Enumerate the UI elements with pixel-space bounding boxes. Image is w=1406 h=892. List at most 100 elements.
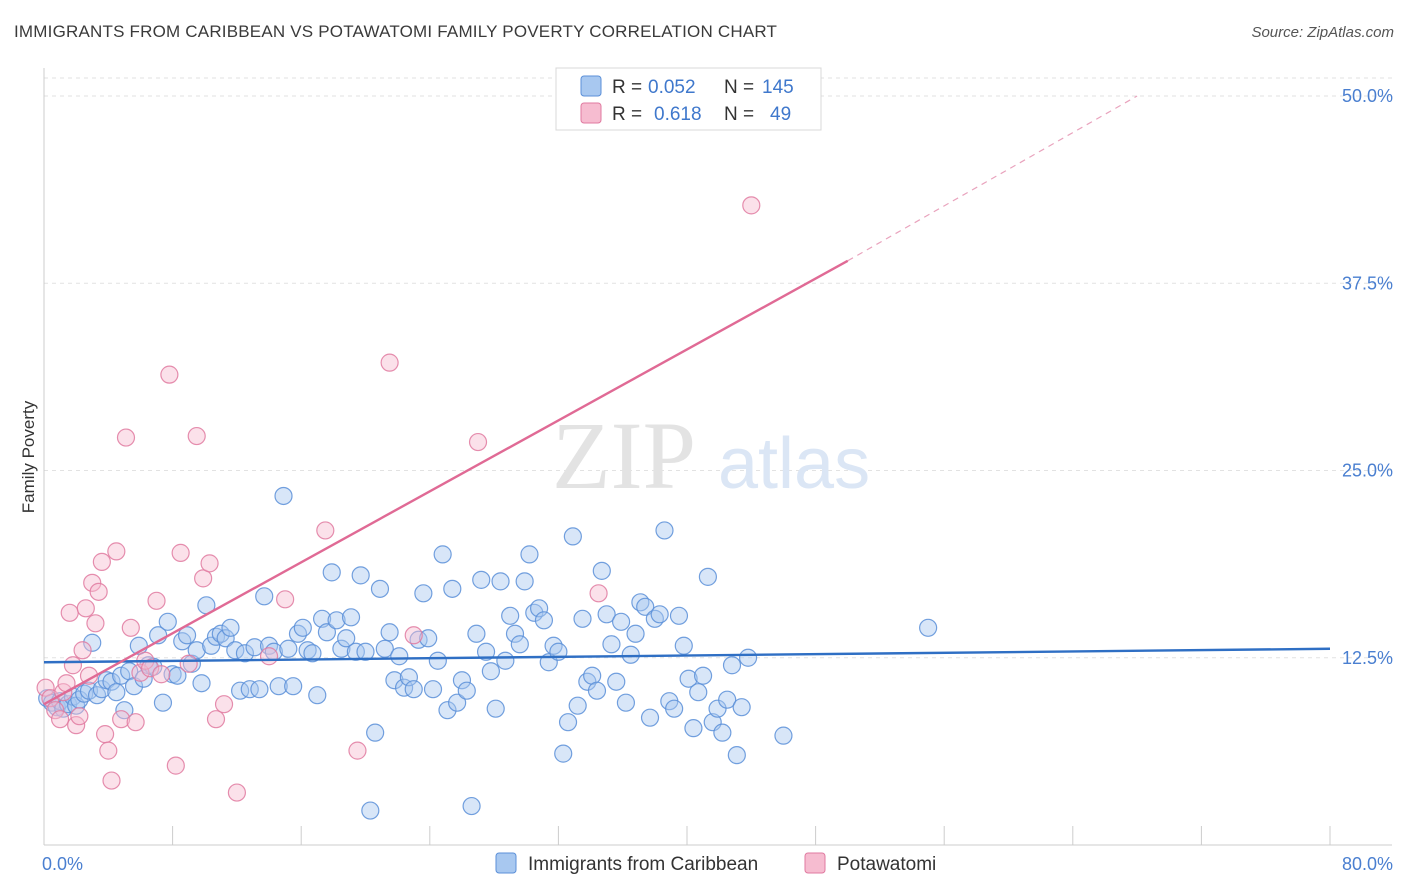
- data-point: [689, 683, 708, 702]
- data-point: [322, 563, 341, 582]
- data-point: [327, 611, 346, 630]
- data-point: [394, 678, 414, 697]
- data-point: [607, 672, 626, 691]
- data-point: [240, 680, 259, 699]
- data-point: [486, 699, 505, 718]
- data-point: [665, 699, 684, 718]
- data-point: [390, 647, 409, 666]
- data-point: [433, 545, 452, 564]
- y-tick-labels: 12.5% 25.0% 37.5% 50.0%: [1342, 86, 1393, 668]
- data-point: [626, 624, 645, 643]
- data-point: [674, 636, 693, 655]
- data-point: [179, 654, 198, 673]
- data-point: [147, 591, 166, 610]
- data-point: [227, 783, 246, 802]
- data-point: [171, 543, 190, 562]
- data-point: [602, 635, 621, 654]
- axes: [43, 68, 1392, 846]
- data-point: [380, 623, 399, 642]
- trend-line-series-0: [43, 647, 1331, 664]
- data-point: [245, 638, 264, 657]
- bottom-legend-label-potawatomi: Potawatomi: [837, 854, 936, 875]
- data-point: [698, 567, 717, 586]
- data-point: [438, 701, 457, 720]
- data-point: [679, 669, 698, 688]
- bottom-legend-swatch-caribbean: [495, 852, 517, 874]
- y-tick-label-1: 25.0%: [1342, 461, 1393, 481]
- data-point: [89, 582, 108, 601]
- data-point: [50, 710, 70, 729]
- data-point: [86, 614, 105, 633]
- data-point: [187, 641, 206, 660]
- data-point: [206, 710, 226, 729]
- data-point: [515, 572, 534, 591]
- data-point: [221, 618, 240, 637]
- data-point: [140, 659, 160, 678]
- data-point: [214, 695, 234, 714]
- data-point: [423, 680, 443, 699]
- data-point: [544, 636, 563, 655]
- x-tick-label-1: 80.0%: [1342, 854, 1393, 874]
- data-point: [742, 196, 761, 215]
- chart-title: IMMIGRANTS FROM CARIBBEAN VS POTAWATOMI …: [14, 22, 778, 41]
- legend-r-label-potawatomi: R =: [612, 104, 642, 125]
- data-point: [102, 771, 121, 790]
- data-point: [332, 639, 351, 658]
- data-point: [168, 666, 187, 685]
- data-point: [269, 677, 288, 696]
- legend-n-label-potawatomi: N =: [724, 104, 754, 125]
- data-point: [505, 624, 525, 643]
- data-point: [589, 584, 608, 603]
- legend-n-value-caribbean: 145: [762, 77, 794, 98]
- data-point: [399, 668, 419, 687]
- data-point: [568, 696, 587, 715]
- bottom-legend-label-caribbean: Immigrants from Caribbean: [528, 854, 758, 875]
- data-point: [370, 579, 390, 598]
- legend-n-label-caribbean: N =: [724, 77, 754, 98]
- data-point: [177, 626, 197, 645]
- watermark-zip: ZIP: [552, 402, 696, 509]
- data-point: [351, 566, 370, 585]
- legend-swatch-potawatomi: [580, 102, 602, 124]
- data-point: [60, 603, 79, 622]
- data-point: [70, 707, 89, 726]
- data-point: [501, 606, 520, 625]
- data-point: [107, 683, 126, 702]
- data-point: [621, 645, 640, 664]
- data-point: [462, 796, 481, 816]
- data-point: [414, 584, 433, 603]
- data-point: [452, 671, 472, 690]
- data-point: [216, 629, 235, 648]
- data-point: [202, 636, 221, 655]
- data-point: [231, 681, 250, 700]
- data-point: [348, 741, 367, 760]
- data-point: [380, 353, 399, 372]
- data-point: [160, 365, 179, 384]
- source-label: Source: ZipAtlas.com: [1251, 24, 1394, 41]
- data-point: [284, 677, 303, 696]
- data-point: [491, 572, 510, 591]
- data-point: [468, 432, 488, 452]
- data-point: [276, 590, 295, 609]
- data-point: [312, 609, 332, 628]
- data-point: [669, 606, 689, 625]
- data-point: [558, 713, 578, 732]
- series-legend: Immigrants from Caribbean Potawatomi: [495, 852, 936, 875]
- data-point: [99, 741, 118, 760]
- data-point: [76, 599, 95, 618]
- data-point: [92, 552, 111, 571]
- data-point: [259, 647, 279, 666]
- data-point: [316, 521, 335, 540]
- data-point: [616, 693, 636, 712]
- data-point: [448, 693, 467, 712]
- data-point: [467, 624, 486, 643]
- data-point: [476, 642, 496, 661]
- legend-swatch-caribbean: [580, 75, 602, 97]
- data-point: [46, 701, 65, 720]
- data-point: [375, 639, 394, 658]
- data-point: [366, 723, 385, 742]
- data-point: [722, 656, 742, 675]
- data-point: [235, 644, 255, 663]
- data-point: [738, 648, 758, 667]
